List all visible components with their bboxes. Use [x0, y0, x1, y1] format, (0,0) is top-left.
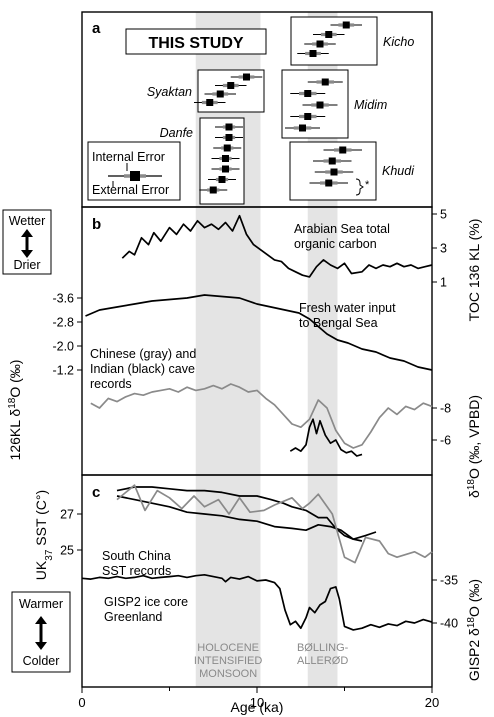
- x-tick-label: 20: [425, 695, 439, 710]
- legend-internal-error: Internal Error: [92, 150, 165, 164]
- axes: 0 10 20 -3.6 -2.8 -2.0 -1.2 5 3 1 -8 -6 27 25 -35 -40: [52, 208, 458, 711]
- panel-b-tag: b: [92, 216, 101, 233]
- group-label-midim: Midim: [354, 98, 387, 112]
- series-arabian-sea-toc: [121, 214, 433, 278]
- x-axis-title: Age (ka): [231, 699, 284, 715]
- age-point: [218, 176, 226, 183]
- label-cave-records: Chinese (gray) and: [90, 347, 196, 361]
- left-y-tick-label: -1.2: [52, 364, 74, 378]
- c-left-axis-title: UK37 SST (C°): [33, 490, 55, 580]
- label-bengal-fresh-water: Fresh water input: [299, 301, 396, 315]
- age-error-groups: Kicho Syaktan Midim Danfe Khudi *: [147, 16, 415, 205]
- label-arabian-sea-toc: Arabian Sea total: [294, 222, 390, 236]
- age-point: [222, 165, 229, 173]
- double-arrow-icon: [35, 616, 47, 650]
- age-point: [222, 155, 229, 162]
- age-point: [227, 82, 235, 89]
- series-south-china-sst-2: [116, 495, 377, 541]
- age-point: [328, 157, 336, 165]
- age-point: [299, 124, 306, 132]
- legend-error-bar: [108, 163, 162, 187]
- right-y-tick-label: -35: [440, 574, 458, 588]
- series-chinese-cave: [90, 383, 433, 449]
- bracket-mark: [355, 178, 364, 196]
- warmer-label: Warmer: [19, 597, 63, 611]
- label-bengal-fresh-water: to Bengal Sea: [299, 316, 378, 330]
- series-south-china-sst-3: [116, 484, 433, 564]
- age-point: [330, 168, 338, 176]
- label-gisp2: GISP2 ice core: [104, 595, 188, 609]
- group-label-danfe: Danfe: [160, 126, 193, 140]
- right-y-tick-label: 3: [440, 242, 447, 256]
- drier-label: Drier: [13, 258, 40, 272]
- wetter-label: Wetter: [9, 214, 46, 228]
- group-label-kicho: Kicho: [383, 35, 414, 49]
- shaded-band-label: HOLOCENE: [197, 642, 259, 654]
- series-indian-cave: [289, 418, 363, 457]
- age-point: [304, 113, 312, 120]
- shaded-band-label: ALLERØD: [297, 655, 348, 667]
- age-point: [325, 31, 333, 38]
- right-y-tick-label: -40: [440, 617, 458, 631]
- age-point: [316, 101, 324, 109]
- label-gisp2: Greenland: [104, 610, 162, 624]
- double-arrow-icon: [21, 229, 33, 258]
- age-point: [316, 40, 324, 48]
- age-point: [206, 99, 214, 106]
- group-label-khudi: Khudi: [382, 164, 415, 178]
- label-cave-records: records: [90, 377, 132, 391]
- footnote-asterisk: *: [365, 179, 370, 191]
- age-point: [309, 50, 317, 57]
- shaded-band-label: INTENSIFIED: [194, 655, 263, 667]
- legend-external-error: External Error: [92, 183, 169, 197]
- x-tick-label: 10: [250, 695, 264, 710]
- this-study-title: THIS STUDY: [148, 35, 243, 52]
- shaded-band-holocene: [195, 12, 261, 687]
- left-y-tick-label: 25: [60, 544, 74, 558]
- shaded-band-label: MONSOON: [199, 668, 257, 680]
- age-point: [209, 186, 217, 194]
- panel-a-tag: a: [92, 20, 101, 37]
- left-y-tick-label: -3.6: [52, 292, 74, 306]
- age-point: [225, 123, 233, 131]
- label-south-china-sst: South China: [102, 549, 171, 563]
- right-y-tick-label: -8: [440, 402, 451, 416]
- x-tick-label: 0: [78, 695, 85, 710]
- colder-label: Colder: [23, 654, 60, 668]
- left-y-tick-label: 27: [60, 508, 74, 522]
- this-study-box: [125, 28, 267, 55]
- shaded-band-label: BØLLING-: [297, 642, 349, 654]
- b-right-bottom-axis-title: δ18O (‰, VPBD): [466, 395, 483, 498]
- age-point: [325, 179, 333, 187]
- series-layer: [81, 214, 433, 631]
- right-y-tick-label: 1: [440, 276, 447, 290]
- left-y-tick-label: -2.8: [52, 316, 74, 330]
- label-arabian-sea-toc: organic carbon: [294, 237, 377, 251]
- age-point: [225, 134, 233, 141]
- age-point: [223, 144, 231, 152]
- age-point: [321, 78, 329, 86]
- age-point: [342, 21, 350, 29]
- left-y-tick-label: -2.0: [52, 340, 74, 354]
- label-south-china-sst: SST records: [102, 564, 171, 578]
- c-right-axis-title: GISP2 δ18O (‰): [466, 579, 483, 681]
- age-point: [243, 73, 250, 81]
- group-label-syaktan: Syaktan: [147, 85, 192, 99]
- b-right-top-axis-title: TOC 136 KL (%): [466, 219, 482, 322]
- b-left-axis-title: 126KL δ18O (‰): [7, 360, 24, 461]
- age-point: [216, 90, 224, 98]
- right-y-tick-label: -6: [440, 434, 451, 448]
- series-gisp2: [81, 573, 433, 631]
- label-cave-records: Indian (black) cave: [90, 362, 195, 376]
- age-point: [339, 146, 347, 154]
- panel-c-tag: c: [92, 484, 100, 501]
- group-box-kicho: [290, 16, 378, 66]
- age-point: [304, 90, 312, 97]
- right-y-tick-label: 5: [440, 208, 447, 222]
- series-bengal-fresh-water: [85, 294, 433, 371]
